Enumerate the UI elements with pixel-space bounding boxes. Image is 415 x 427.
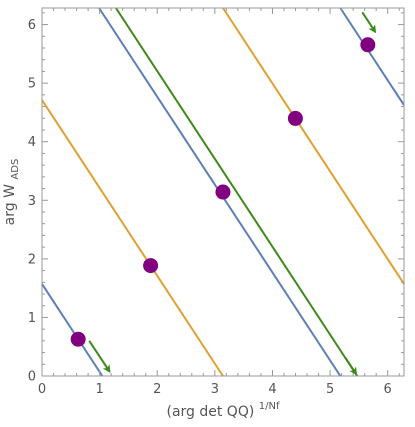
- y-tick-label: 3: [28, 194, 36, 209]
- y-tick-label: 2: [28, 252, 36, 267]
- y-tick-label: 5: [28, 77, 36, 92]
- arrow-2: [344, 356, 358, 376]
- y-tick-label: 1: [28, 311, 36, 326]
- axis-ticks: 0 1 2 3 4 5 6 0 1 2 3 4 5 6: [28, 8, 404, 397]
- arrow-3: [361, 11, 377, 34]
- arrow-1: [88, 340, 111, 373]
- data-point-4: [287, 110, 303, 126]
- data-point-1: [70, 331, 86, 347]
- x-tick-label: 5: [326, 382, 334, 397]
- x-tick-label: 0: [38, 382, 46, 397]
- series-line-green-6: [115, 7, 359, 377]
- y-tick-label: 4: [28, 135, 36, 150]
- series-line-orange-5: [222, 7, 405, 285]
- series-lines: [41, 7, 405, 377]
- x-axis-title: (arg det QQ) 1/Nf: [166, 401, 279, 420]
- x-tick-label: 4: [268, 382, 276, 397]
- data-point-3: [215, 184, 231, 200]
- data-point-5: [360, 37, 376, 53]
- y-axis-title-subscript: ADS: [10, 159, 21, 180]
- x-tick-label: 3: [211, 382, 219, 397]
- plot-frame: [41, 7, 405, 377]
- y-axis-title: arg W ADS: [2, 159, 21, 226]
- series-line-orange-4: [41, 99, 224, 377]
- y-tick-label: 0: [28, 370, 36, 385]
- series-line-blue-1: [41, 283, 104, 377]
- y-axis-title-main: arg W: [2, 184, 18, 225]
- y-tick-label: 6: [28, 18, 36, 33]
- x-tick-label: 6: [384, 382, 392, 397]
- series-line-blue-3: [339, 7, 405, 106]
- data-point-2: [143, 258, 159, 274]
- x-axis-title-superscript: 1/Nf: [259, 401, 280, 412]
- x-tick-label: 1: [95, 382, 103, 397]
- direction-arrows: [88, 11, 377, 376]
- x-axis-title-main: (arg det QQ): [166, 404, 254, 420]
- data-points: [70, 37, 376, 347]
- x-tick-label: 2: [153, 382, 161, 397]
